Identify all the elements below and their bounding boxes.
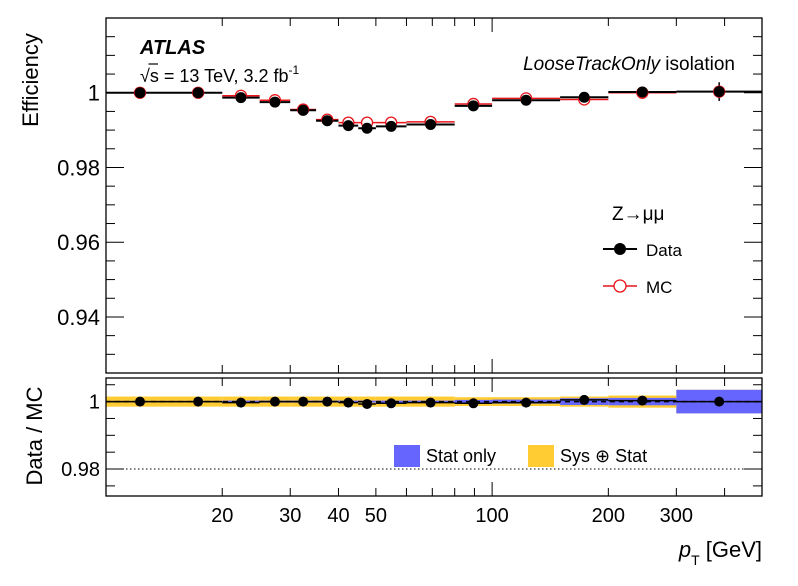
y-tick-label: 0.96 [57, 230, 100, 255]
process-label: Z→μμ [612, 204, 665, 225]
y-tick-label: 0.98 [57, 155, 100, 180]
ratio-point [386, 398, 397, 409]
legend-data-marker [614, 243, 626, 255]
ratio-point [637, 395, 648, 406]
x-tick-label: 200 [592, 505, 625, 527]
ratio-point [235, 397, 246, 408]
data-point [425, 119, 437, 130]
ratio-point [425, 397, 436, 408]
x-tick-label: 300 [660, 505, 693, 527]
x-label-unit: [GeV] [700, 537, 762, 562]
data-point [713, 86, 725, 98]
legend-sys-swatch [528, 445, 554, 467]
y-tick-label: 1 [88, 81, 100, 106]
ratio-point [362, 398, 373, 409]
ratio-point [521, 397, 532, 408]
x-axis-label: pT [GeV] [678, 537, 762, 568]
legend-stat-only: Stat only [394, 445, 496, 467]
ratio-point [579, 394, 590, 405]
ratio-point [134, 396, 145, 407]
data-point [342, 120, 354, 132]
experiment-label: ATLAS [139, 37, 206, 59]
legend-mc: MC [603, 278, 672, 297]
energy-sup: -1 [289, 63, 300, 77]
x-tick-label: 40 [327, 505, 349, 527]
x-label-sub: T [691, 552, 700, 568]
plot-layers: 20 30 40 50 100 200 300 0.94 0.96 0.98 1 0.98 1 [57, 17, 763, 527]
ratio-y-tick-label: 0.98 [61, 459, 100, 481]
data-point [269, 96, 281, 108]
ratio-point [343, 397, 354, 408]
ratio-point [193, 396, 204, 407]
data-point [297, 104, 309, 116]
legend-stat-swatch [394, 445, 420, 467]
working-point-rest: isolation [660, 54, 735, 75]
energy-label: √s = 13 TeV, 3.2 fb-1 [140, 63, 299, 86]
legend-data-label: Data [646, 241, 682, 260]
x-tick-label: 50 [365, 505, 387, 527]
x-tick-label: 20 [211, 505, 233, 527]
legend-data: Data [603, 241, 682, 260]
energy-text: √s = 13 TeV, 3.2 fb [140, 66, 289, 86]
data-point [385, 120, 397, 132]
legend-stat-label: Stat only [426, 446, 496, 466]
y-tick-label: 0.94 [57, 305, 100, 330]
ratio-frame [105, 377, 763, 497]
ratio-point [269, 396, 280, 407]
ratio-point [322, 396, 333, 407]
legend-mc-marker [613, 279, 627, 293]
efficiency-frame [105, 17, 763, 374]
legend-sys-stat: Sys ⊕ Stat [528, 445, 647, 467]
ratio-y-label: Data / MC [22, 386, 47, 485]
data-point [520, 94, 532, 106]
data-point [361, 122, 373, 134]
working-point-label: LooseTrackOnly isolation [523, 54, 735, 75]
legend-sys-label: Sys ⊕ Stat [560, 446, 647, 466]
x-label-p: p [678, 537, 691, 562]
ratio-point [468, 398, 479, 409]
ratio-point [298, 396, 309, 407]
efficiency-y-label: Efficiency [18, 33, 43, 127]
data-point [636, 86, 648, 98]
x-tick-label: 30 [279, 505, 301, 527]
data-point [235, 92, 247, 104]
x-tick-label: 100 [475, 505, 508, 527]
data-point [192, 87, 204, 99]
data-point [134, 87, 146, 99]
data-point [467, 100, 479, 112]
legend-mc-label: MC [646, 278, 672, 297]
working-point-italic: LooseTrackOnly [523, 54, 661, 75]
data-point [578, 91, 590, 103]
ratio-y-tick-label: 1 [89, 392, 100, 414]
data-point [321, 115, 333, 127]
ratio-point [714, 396, 725, 407]
